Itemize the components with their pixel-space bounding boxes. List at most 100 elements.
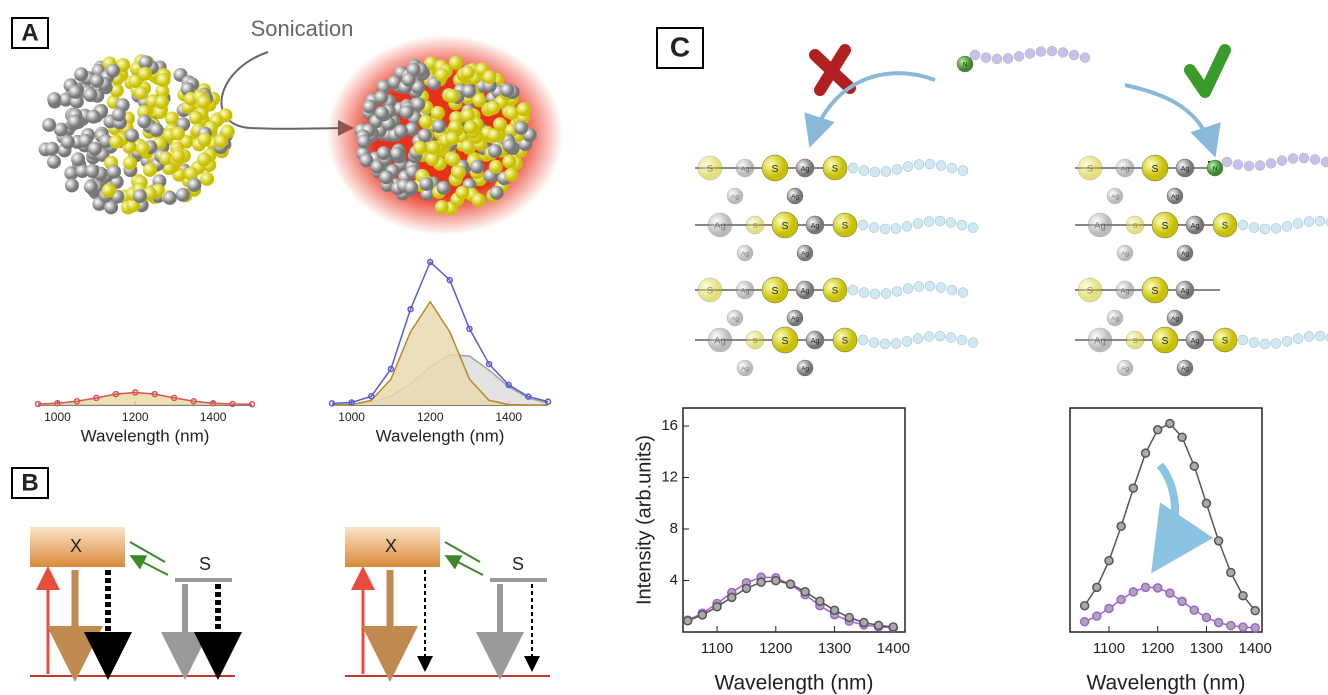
atom [200, 171, 215, 186]
ligand-bead [902, 161, 914, 172]
atom-label: Ag [791, 316, 799, 323]
x-tick-label: 1300 [1190, 640, 1223, 657]
ligand-bead [1276, 155, 1288, 166]
cross-mark [809, 44, 856, 96]
atom [86, 109, 101, 124]
atom-label: Ag [801, 366, 809, 373]
atom [162, 190, 177, 205]
atom [376, 146, 391, 161]
atom [137, 114, 152, 129]
atom [488, 159, 503, 174]
marker [844, 612, 854, 623]
atom-label: S [782, 336, 789, 347]
atom [196, 94, 211, 109]
panel-label: C [670, 31, 690, 62]
atom [99, 134, 114, 149]
y-tick-label: 12 [661, 468, 678, 485]
atom [434, 200, 449, 215]
ligand-bead [902, 283, 914, 294]
atom [786, 309, 804, 327]
atom-label: Ag [1171, 316, 1179, 323]
atom [46, 154, 61, 169]
atom [133, 189, 148, 204]
atom [1106, 309, 1124, 327]
marker [426, 258, 434, 266]
atom [460, 139, 475, 154]
atom [109, 83, 124, 98]
atom-label: N [1213, 166, 1218, 173]
arrow [220, 51, 354, 137]
atom [89, 73, 104, 88]
ligand-bead [923, 216, 935, 227]
atom [425, 152, 440, 167]
atom [123, 155, 138, 170]
atom [411, 97, 426, 112]
atom [106, 164, 121, 179]
ligand-bead [1248, 222, 1260, 233]
atom [448, 55, 463, 70]
atom [53, 122, 68, 137]
ligand-bead [1002, 53, 1014, 64]
panel-label: A [21, 19, 38, 46]
atom-label: Ag [1121, 164, 1130, 173]
y-tick-label: 8 [670, 520, 678, 537]
x-tick-label: 1300 [818, 640, 851, 657]
ligand-bead [869, 288, 881, 300]
ligand-bead [901, 336, 913, 347]
marker [248, 401, 256, 408]
atom [436, 180, 451, 195]
atom [1116, 244, 1134, 262]
marker [328, 400, 336, 407]
marker [697, 610, 708, 620]
ligand-bead [858, 165, 870, 176]
marker [1116, 594, 1126, 605]
atom [500, 83, 515, 98]
atom [197, 152, 212, 167]
ligand-bead [847, 162, 859, 174]
atom [805, 215, 825, 235]
ligand-bead [890, 223, 902, 234]
ligand-bead [946, 162, 958, 174]
atom [786, 187, 804, 205]
atom [58, 92, 73, 107]
ligand-bead [912, 333, 924, 344]
x-tick-label: 1400 [495, 410, 522, 424]
marker [1213, 536, 1224, 546]
ligand-bead [1270, 338, 1282, 349]
ligand-bead [935, 160, 947, 171]
atom-label: Ag [741, 366, 749, 373]
atom [460, 65, 475, 80]
x-tick-label: 1000 [338, 410, 365, 424]
atom [761, 276, 789, 304]
marker [73, 398, 81, 405]
marker [1116, 521, 1126, 532]
atom [413, 140, 428, 155]
atom [822, 277, 848, 303]
atom [171, 149, 186, 164]
atom [74, 67, 89, 82]
ligand-bead [912, 218, 924, 229]
atom-label: Ag [1191, 336, 1200, 345]
x-tick-label: 1100 [701, 640, 733, 657]
atom [374, 90, 389, 105]
atom-label: Ag [1181, 366, 1189, 373]
atom [64, 178, 79, 193]
arrow [804, 71, 936, 148]
ligand-bead [1057, 47, 1069, 58]
marker [112, 390, 120, 398]
marker [1079, 616, 1090, 627]
atom [504, 105, 519, 120]
atom [135, 141, 150, 156]
atom [463, 120, 478, 135]
atom [379, 170, 394, 185]
marker [1250, 623, 1260, 633]
ligand-bead [1035, 46, 1047, 57]
marker [368, 393, 375, 400]
ligand-bead [1248, 337, 1260, 348]
nanoparticles [38, 54, 537, 216]
marker [1177, 596, 1187, 607]
atom-label: Ag [1094, 336, 1106, 347]
ligand-bead [879, 338, 891, 350]
transfer-arrows [130, 541, 169, 576]
atom [745, 215, 765, 235]
